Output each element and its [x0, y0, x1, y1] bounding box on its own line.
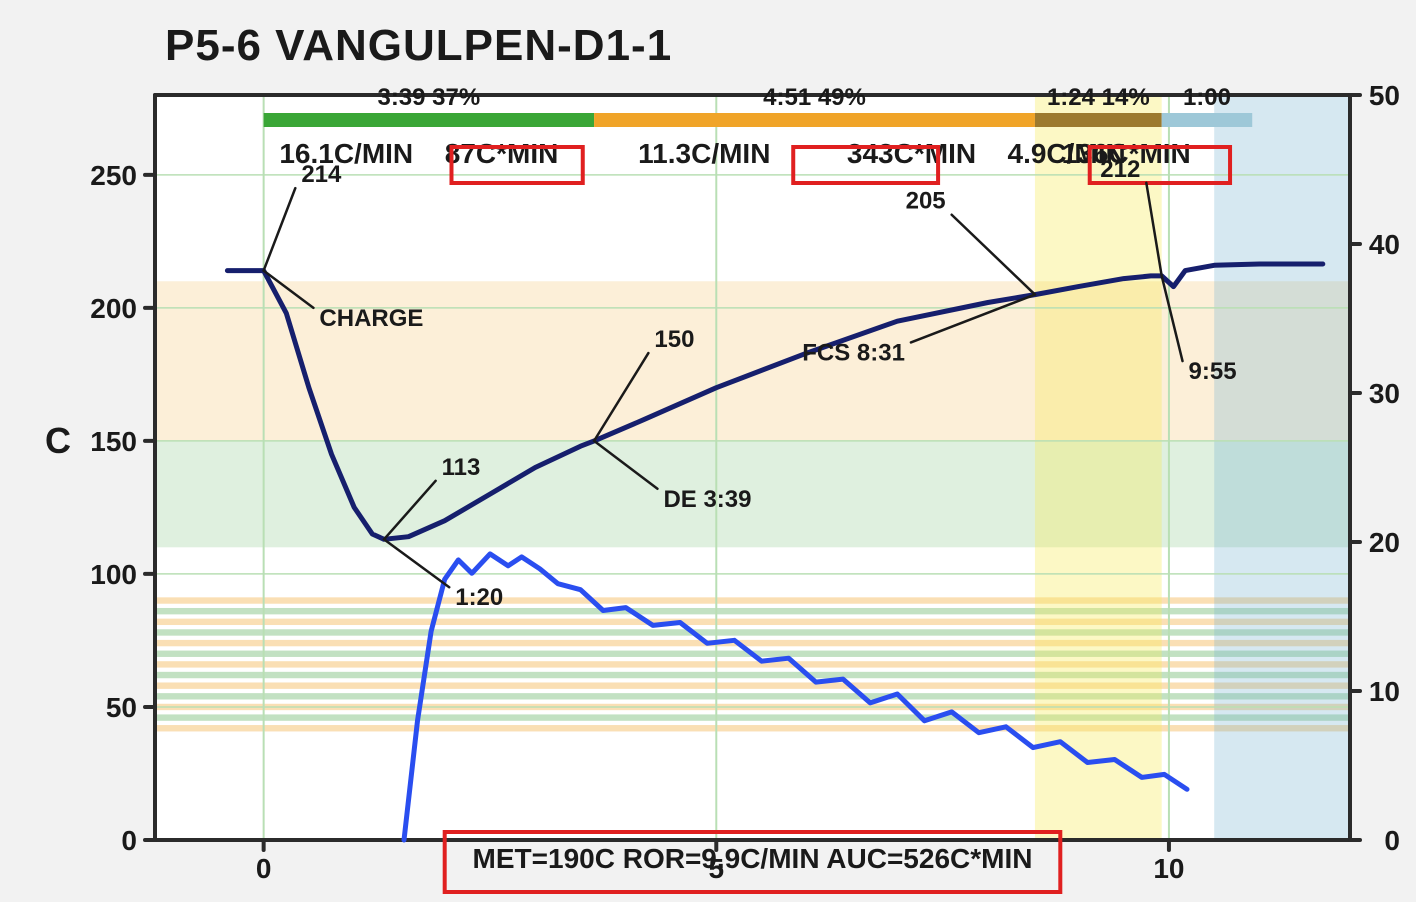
bg-stripe [155, 640, 1350, 646]
annotation-label: FCS 8:31 [802, 339, 905, 366]
annotation-label: 212 [1100, 156, 1140, 183]
y-left-tick-label: 150 [90, 426, 137, 457]
y-left-tick-label: 250 [90, 160, 137, 191]
bg-stripe [155, 672, 1350, 678]
phase-rate-label: 16.1C/MIN [279, 138, 413, 169]
bg-stripe [155, 619, 1350, 625]
annotation-label: 113 [442, 454, 481, 481]
y-left-tick-label: 100 [90, 559, 137, 590]
y-left-tick-label: 0 [121, 825, 137, 856]
annotation-label: DE 3:39 [663, 486, 751, 513]
y-right-tick-label: 30 [1369, 378, 1400, 409]
phase-top-label: 3:39 37% [377, 84, 480, 111]
x-tick-label: 10 [1153, 853, 1184, 884]
bg-stripe [155, 597, 1350, 603]
annotation-label: CHARGE [319, 305, 423, 332]
bg-stripe [155, 661, 1350, 667]
phase-top-label: 1:24 14% [1047, 84, 1150, 111]
phase-auc-label: 87C*MIN [445, 138, 559, 169]
x-tick-label: 0 [256, 853, 272, 884]
phase-bar [1162, 113, 1253, 127]
bg-column [1214, 95, 1350, 840]
y-right-tick-label: 20 [1369, 527, 1400, 558]
y-left-axis-label: C [45, 420, 71, 461]
y-left-tick-label: 50 [106, 692, 137, 723]
footer-text: MET=190C ROR=9.9C/MIN AUC=526C*MIN [473, 843, 1033, 874]
phase-rate-label: 11.3C/MIN [638, 138, 770, 169]
phase-bar [594, 113, 1035, 127]
bg-stripe [155, 725, 1350, 731]
y-right-tick-label: 50 [1369, 80, 1400, 111]
roast-chart: 050100150200250C01020304050C/MIN0510P5-6… [0, 0, 1416, 902]
bg-column [1035, 95, 1162, 840]
bg-stripe [155, 693, 1350, 699]
bg-stripe [155, 682, 1350, 688]
y-right-tick-label: 40 [1369, 229, 1400, 260]
chart-title: P5-6 VANGULPEN-D1-1 [165, 21, 672, 70]
phase-auc-label: 343C*MIN [847, 138, 976, 169]
bg-stripe [155, 714, 1350, 720]
annotation-label: 214 [301, 161, 342, 188]
annotation-label: 1:20 [455, 584, 503, 611]
y-right-tick-label: 0 [1384, 825, 1400, 856]
y-left-tick-label: 200 [90, 293, 137, 324]
phase-bar [264, 113, 594, 127]
annotation-label: 9:55 [1189, 358, 1237, 385]
phase-bar [1035, 113, 1162, 127]
annotation-label: 150 [654, 326, 694, 353]
bg-stripe [155, 608, 1350, 614]
phase-top-label: 1:00 [1183, 84, 1231, 111]
bg-stripe [155, 629, 1350, 635]
phase-top-label: 4:51 49% [763, 84, 866, 111]
y-right-tick-label: 10 [1369, 676, 1400, 707]
annotation-label: 205 [906, 188, 946, 215]
